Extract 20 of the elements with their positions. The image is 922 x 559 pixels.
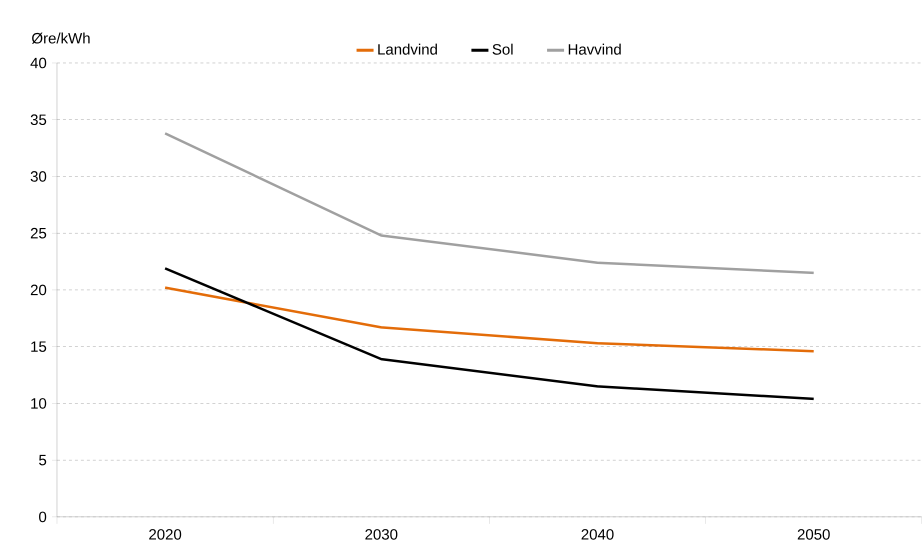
y-tick-label: 30 (30, 171, 46, 182)
y-tick-label: 35 (30, 114, 46, 126)
y-tick-label: 40 (30, 58, 46, 68)
y-tick-label: 15 (31, 342, 46, 352)
y-tick-label: 25 (30, 228, 46, 239)
x-tick-label: 2040 (582, 529, 614, 540)
line-series (164, 267, 815, 400)
y-tick-label: 5 (39, 454, 46, 466)
y-tick-label: 0 (39, 512, 46, 522)
line-series (164, 286, 815, 353)
y-tick-label: 20 (30, 284, 46, 296)
legend-label: Landvind (378, 44, 437, 55)
legend-label: Sol (492, 44, 513, 55)
x-tick-label: 2020 (149, 529, 182, 540)
x-tick-label: 2050 (798, 529, 830, 540)
legend-label: Havvind (568, 44, 621, 55)
line-series (164, 132, 815, 274)
y-axis-title: Øre/kWh (32, 32, 90, 44)
y-tick-label: 10 (31, 398, 46, 409)
x-tick-label: 2030 (365, 529, 398, 540)
